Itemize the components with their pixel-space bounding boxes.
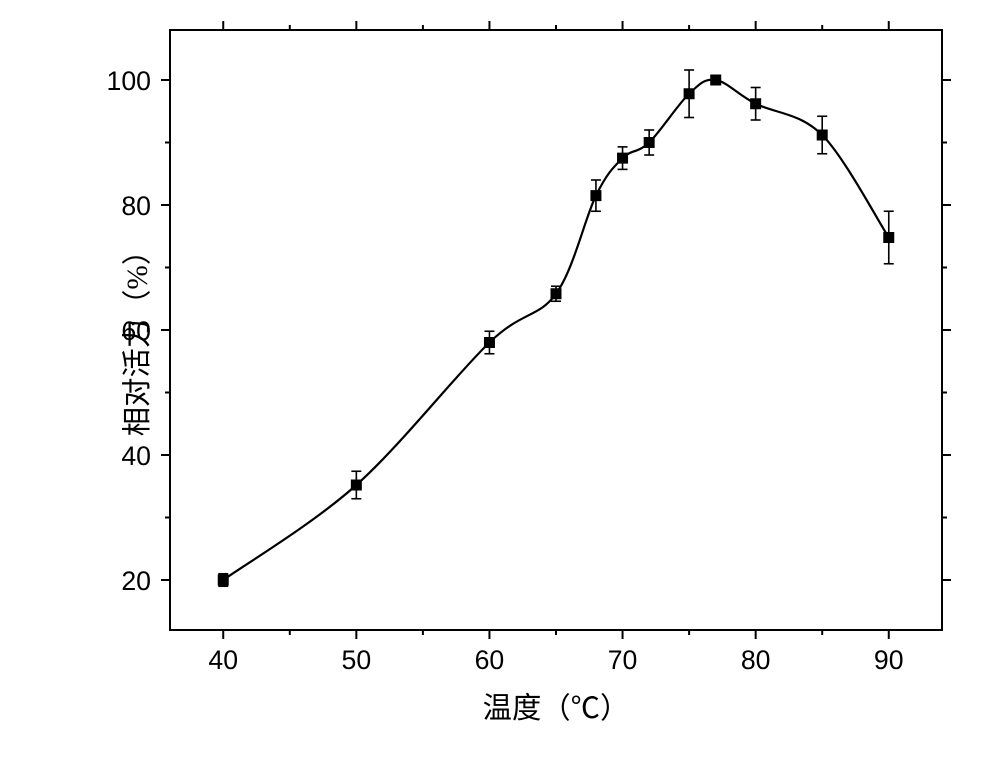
x-tick-label: 40 bbox=[198, 645, 248, 676]
data-point bbox=[590, 190, 601, 201]
data-point bbox=[883, 232, 894, 243]
x-tick-label: 90 bbox=[864, 645, 914, 676]
x-tick-label: 80 bbox=[731, 645, 781, 676]
data-point bbox=[817, 130, 828, 141]
figure-root: 相对活力（%） 温度（℃） 40506070809020406080100 bbox=[0, 0, 1000, 765]
x-tick-label: 50 bbox=[331, 645, 381, 676]
y-tick-label: 100 bbox=[91, 66, 151, 97]
x-axis-label: 温度（℃） bbox=[406, 685, 706, 727]
data-point bbox=[750, 98, 761, 109]
y-tick-label: 40 bbox=[91, 441, 151, 472]
data-point bbox=[644, 137, 655, 148]
x-tick-label: 70 bbox=[598, 645, 648, 676]
data-point bbox=[617, 153, 628, 164]
plot-area bbox=[170, 30, 942, 630]
plot-svg bbox=[170, 30, 942, 630]
data-point bbox=[551, 288, 562, 299]
x-tick-label: 60 bbox=[464, 645, 514, 676]
data-point bbox=[351, 480, 362, 491]
data-point bbox=[484, 337, 495, 348]
y-tick-label: 20 bbox=[91, 566, 151, 597]
data-point bbox=[684, 88, 695, 99]
data-point bbox=[710, 75, 721, 86]
data-point bbox=[218, 575, 229, 586]
y-tick-label: 60 bbox=[91, 316, 151, 347]
series-line bbox=[223, 80, 889, 580]
y-tick-label: 80 bbox=[91, 191, 151, 222]
